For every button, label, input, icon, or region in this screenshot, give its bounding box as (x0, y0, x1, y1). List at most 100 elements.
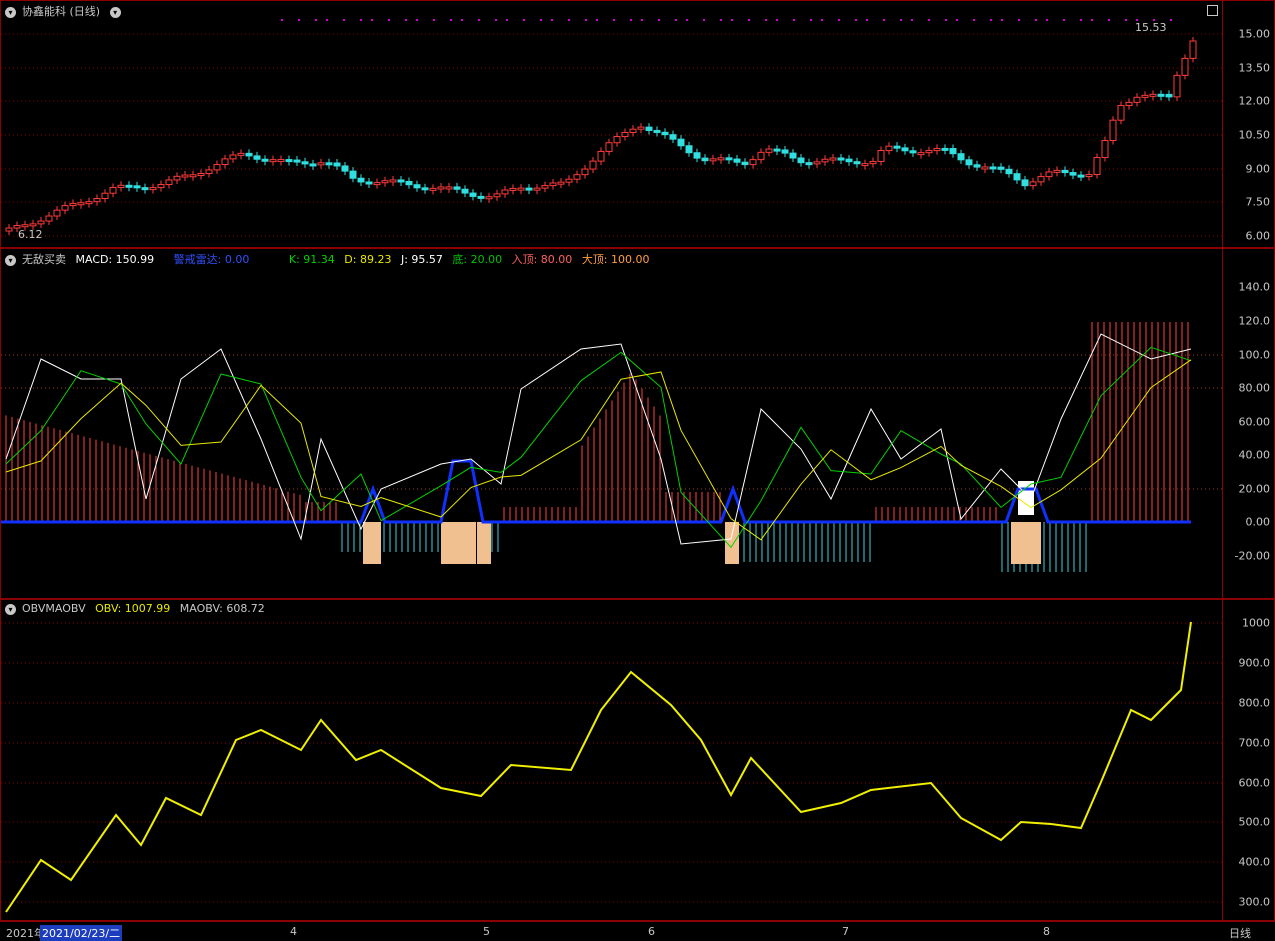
candle-body (1061, 169, 1069, 174)
signal-dot (506, 19, 508, 21)
candle-body (1045, 171, 1053, 178)
signal-dot (928, 19, 930, 21)
j-line (5, 333, 1192, 545)
indicator-axis: 140.0 120.0 100.0 80.00 60.00 40.00 20.0… (1222, 249, 1274, 598)
signal-dot (703, 19, 705, 21)
indicator-tick: 60.00 (1238, 415, 1271, 429)
candle-body (629, 128, 637, 134)
obv-chart[interactable] (1, 600, 1225, 922)
candle-body (917, 152, 925, 156)
obv-tick: 400.0 (1238, 855, 1271, 869)
warn-line (1, 459, 1191, 524)
candle-body (981, 166, 989, 170)
signal-dot (405, 19, 407, 21)
candle-body (845, 158, 853, 163)
signal-dot (973, 19, 975, 21)
signal-dot (776, 19, 778, 21)
candle-body (365, 181, 373, 185)
bigtop-value: 大顶: 100.00 (581, 253, 650, 266)
menu-icon[interactable]: ▾ (109, 6, 121, 18)
price-tick: 10.50 (1238, 128, 1271, 142)
candle-body (565, 178, 573, 183)
obv-tick: 600.0 (1238, 776, 1271, 790)
candle-body (445, 186, 453, 190)
indicator-panel[interactable]: ▾ 无敌买卖 MACD: 150.99 警戒雷达: 0.00 K: 91.34 D… (0, 248, 1275, 599)
bottom-value: 底: 20.00 (452, 253, 503, 266)
candle-body (261, 158, 269, 162)
indicator-tick: 120.0 (1238, 314, 1271, 328)
candle-body (501, 189, 509, 195)
candle-body (405, 180, 413, 186)
candle-body (653, 129, 661, 133)
signal-dot (866, 19, 868, 21)
candle-body (893, 145, 901, 149)
candle-body (829, 157, 837, 161)
candle-body (21, 224, 29, 228)
maobv-value: MAOBV: 608.72 (179, 602, 265, 615)
candle-body (597, 150, 605, 162)
candle-body (797, 157, 805, 164)
candle-body (1029, 181, 1037, 187)
d-value: D: 89.23 (344, 253, 392, 266)
indicator-tick: 40.00 (1238, 448, 1271, 462)
candle-body (285, 159, 293, 163)
chevron-down-icon[interactable]: ▾ (5, 6, 16, 18)
signal-block (725, 522, 739, 564)
signal-dot (720, 19, 722, 21)
signal-dot (388, 19, 390, 21)
date-axis-bar: 2021年 2021/02/23/二 4 5 6 7 8 日线 (0, 921, 1275, 941)
price-tick: 7.50 (1245, 195, 1271, 209)
candle-body (1053, 169, 1061, 173)
candle-body (181, 174, 189, 178)
candle-body (85, 201, 93, 205)
candle-body (717, 157, 725, 161)
candle-body (773, 148, 781, 152)
candle-body (333, 162, 341, 167)
signal-block (441, 522, 476, 564)
candle-body (357, 177, 365, 183)
window-toggle-icon[interactable] (1207, 5, 1218, 16)
candle-body (557, 181, 565, 185)
candle-body (589, 160, 597, 170)
obv-indicator-name: OBVMAOBV (22, 602, 86, 615)
candle-body (901, 147, 909, 152)
indicator-chart[interactable] (1, 249, 1225, 600)
candle-body (1173, 74, 1181, 98)
period-selector[interactable]: 日线 (1229, 927, 1251, 940)
candle-body (453, 186, 461, 190)
candle-body (149, 187, 157, 191)
price-panel[interactable]: ▾ 协鑫能科 (日线) ▾ 15.00 13.50 12.00 10.50 9.0… (0, 0, 1275, 248)
signal-dot (596, 19, 598, 21)
candle-body (1117, 105, 1125, 121)
candle-body (69, 202, 77, 207)
candle-body (741, 161, 749, 166)
chevron-down-icon[interactable]: ▾ (5, 254, 16, 266)
candle-body (389, 179, 397, 183)
selected-date[interactable]: 2021/02/23/二 (40, 925, 123, 941)
candle-body (957, 153, 965, 161)
signal-dot (281, 19, 283, 21)
candle-body (237, 152, 245, 156)
obv-tick: 700.0 (1238, 736, 1271, 750)
candle-body (525, 187, 533, 191)
candle-body (669, 134, 677, 140)
candle-body (877, 150, 885, 162)
candle-body (221, 158, 229, 166)
top-value: 入顶: 80.00 (511, 253, 573, 266)
candle-body (213, 164, 221, 171)
signal-dot (433, 19, 435, 21)
obv-panel[interactable]: ▾ OBVMAOBV OBV: 1007.99 MAOBV: 608.72 100… (0, 599, 1275, 921)
candle-body (45, 215, 53, 222)
candle-body (1005, 168, 1013, 175)
candle-body (1157, 93, 1165, 97)
signal-dot (298, 19, 300, 21)
macd-value: MACD: 150.99 (75, 253, 155, 266)
candle-body (749, 159, 757, 166)
low-price-label: 6.12 (18, 228, 43, 241)
price-tick: 15.00 (1238, 27, 1271, 41)
candlestick-chart[interactable] (1, 1, 1225, 249)
candle-body (941, 147, 949, 151)
candle-body (725, 157, 733, 161)
candle-body (581, 168, 589, 176)
chevron-down-icon[interactable]: ▾ (5, 603, 16, 615)
